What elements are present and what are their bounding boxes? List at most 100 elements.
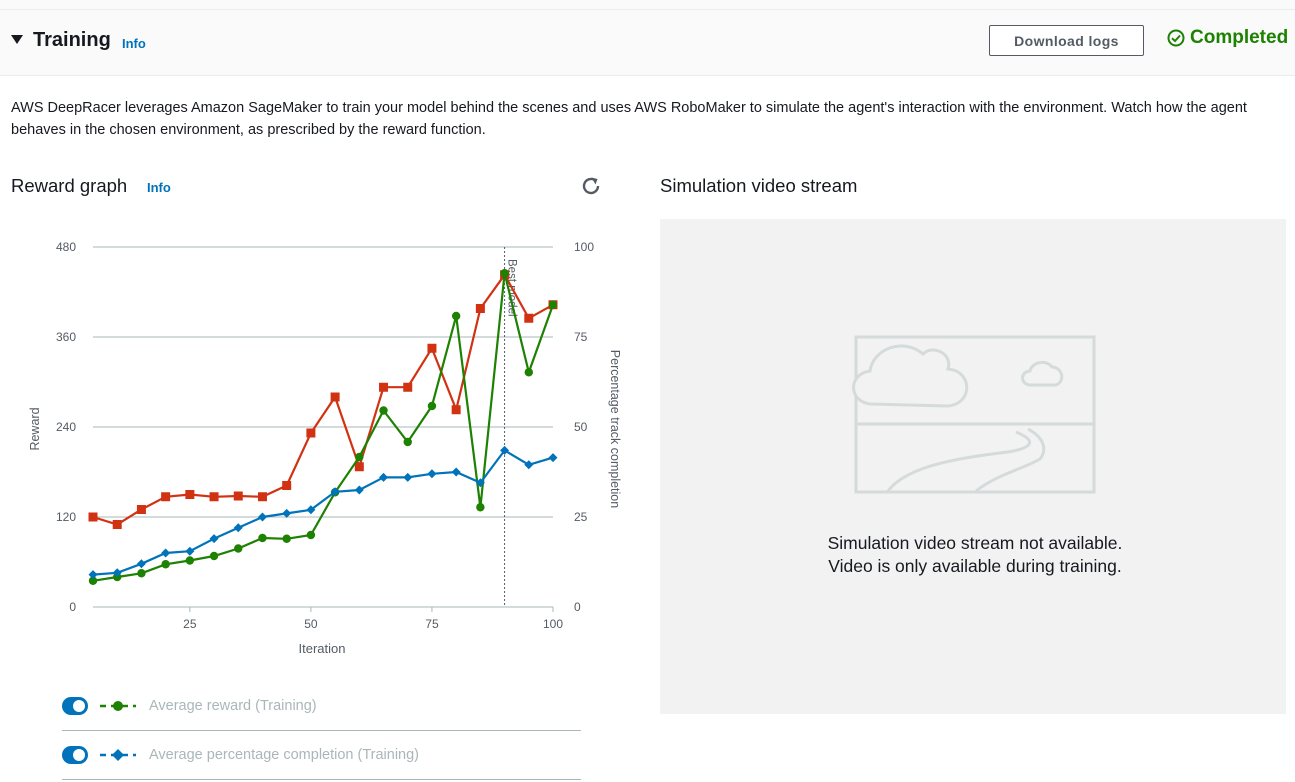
data-point [88, 512, 98, 522]
data-point [112, 520, 122, 529]
y2-tick-label: 0 [574, 600, 581, 614]
check-circle-icon [1167, 29, 1185, 47]
data-point [355, 452, 364, 462]
data-point [475, 478, 485, 488]
y-tick-label: 120 [56, 510, 76, 524]
data-point [524, 368, 533, 377]
legend-item-average-reward: Average reward (Training) [62, 682, 581, 731]
y-tick-label: 0 [69, 600, 76, 614]
training-description: AWS DeepRacer leverages Amazon SageMaker… [11, 100, 1247, 138]
data-point [185, 556, 195, 565]
data-point [330, 392, 340, 402]
download-logs-button[interactable]: Download logs [989, 25, 1144, 56]
y-tick-label: 240 [56, 420, 76, 434]
y2-tick-label: 50 [574, 420, 588, 434]
status-badge: Completed [1167, 27, 1288, 49]
legend-label: Average reward (Training) [149, 698, 317, 714]
data-point [451, 405, 461, 415]
average-reward-toggle[interactable] [62, 697, 88, 715]
reward-graph-info-link[interactable]: Info [147, 180, 171, 195]
data-point [185, 490, 195, 499]
data-point [403, 382, 413, 392]
data-point [234, 544, 243, 553]
data-point [209, 551, 219, 561]
green-circle-line-icon [100, 701, 136, 711]
data-point [112, 568, 122, 578]
x-tick-label: 75 [425, 617, 439, 631]
legend-label: Average percentage completion (Training) [149, 747, 420, 763]
data-point [306, 428, 316, 438]
data-point [403, 472, 413, 482]
data-point [161, 560, 170, 569]
data-point [330, 487, 340, 497]
reward-chart: 0 0 120 25 240 50 360 75 480 100 25 50 75 100 Iteratio… [28, 240, 622, 656]
x-tick-label: 100 [543, 617, 563, 631]
data-point [209, 492, 219, 502]
data-point [427, 469, 437, 479]
image-placeholder-icon [852, 335, 1096, 494]
data-point [306, 505, 316, 515]
data-point [161, 492, 171, 502]
section-header: Training Info Download logs Completed [0, 10, 1295, 76]
data-point [258, 533, 267, 543]
data-point [379, 382, 389, 392]
data-point [451, 467, 461, 477]
data-point [185, 546, 195, 556]
reward-graph-title: Reward graph [11, 175, 128, 196]
data-point [233, 523, 243, 533]
data-point [524, 460, 534, 470]
video-message-line2: Video is only available during training. [828, 556, 1122, 576]
data-point [209, 534, 219, 544]
x-tick-label: 25 [183, 617, 197, 631]
top-bar [0, 0, 1295, 10]
data-point [282, 508, 292, 518]
data-point [379, 406, 388, 415]
data-point [451, 311, 461, 321]
video-unavailable-message: Simulation video stream not available. V… [660, 532, 1290, 578]
data-point [548, 300, 558, 309]
data-point [282, 481, 292, 490]
data-point [88, 576, 98, 585]
y-tick-label: 360 [56, 330, 76, 344]
data-point [136, 505, 146, 514]
section-title[interactable]: Training [33, 29, 111, 51]
data-point [475, 304, 485, 313]
video-panel: Simulation video stream not available. V… [660, 219, 1286, 714]
video-message-line1: Simulation video stream not available. [827, 533, 1123, 553]
data-point [476, 503, 485, 512]
average-completion-toggle[interactable] [62, 746, 88, 764]
data-point [306, 530, 316, 540]
blue-diamond-line-icon [100, 749, 136, 761]
data-point [354, 462, 364, 472]
data-point [136, 559, 146, 569]
x-axis-label: Iteration [299, 641, 346, 656]
caret-down-icon[interactable] [11, 35, 23, 44]
data-point [548, 453, 558, 463]
video-title: Simulation video stream [660, 175, 858, 196]
data-point [403, 437, 412, 447]
y-tick-label: 480 [56, 240, 76, 254]
refresh-icon[interactable] [579, 174, 603, 198]
y2-tick-label: 75 [574, 330, 588, 344]
data-point [137, 569, 146, 578]
data-point [257, 492, 267, 502]
status-text: Completed [1190, 27, 1289, 48]
data-point [233, 491, 243, 501]
y2-tick-label: 25 [574, 510, 588, 524]
data-point [282, 534, 291, 543]
legend-item-average-completion: Average percentage completion (Training) [62, 731, 581, 780]
training-info-link[interactable]: Info [122, 36, 146, 51]
data-point [500, 269, 509, 278]
data-point [524, 313, 534, 323]
data-point [161, 548, 171, 558]
data-point [427, 401, 437, 411]
data-point [500, 445, 510, 455]
y2-axis-label: Percentage track completion [608, 350, 622, 508]
data-point [354, 485, 364, 495]
data-point [257, 512, 267, 522]
data-point [379, 472, 389, 482]
y-axis-label: Reward [28, 407, 42, 450]
data-point [427, 343, 437, 353]
x-tick-label: 50 [304, 617, 318, 631]
y2-tick-label: 100 [574, 240, 594, 254]
